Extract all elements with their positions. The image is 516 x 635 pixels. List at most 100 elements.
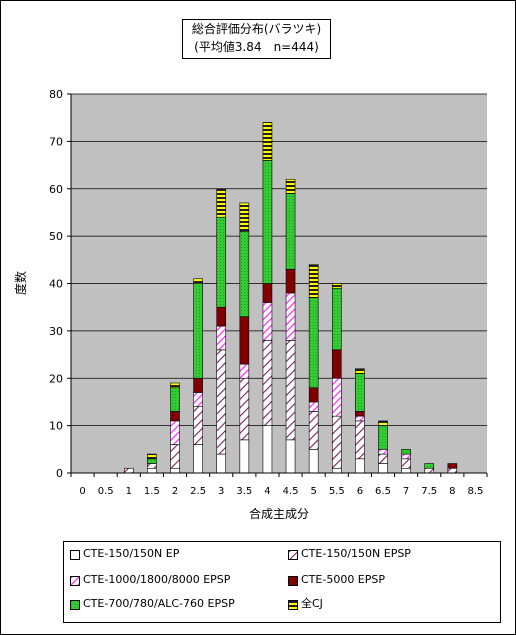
- bar-segment: [193, 377, 203, 393]
- bar-segment: [147, 458, 157, 464]
- bar-chart: 0 10 20 30 40 50 60 70 80 0 0.5 1 1.5 2 2.5 3 3.5 4 4.5 5 5.…: [13, 88, 488, 521]
- bar-segment: [239, 363, 250, 379]
- bar-segment: [331, 349, 342, 379]
- legend-swatch-pink: [70, 576, 80, 586]
- bar-segment: [239, 316, 250, 365]
- y-axis-label: 度数: [13, 271, 28, 295]
- axes: 0 10 20 30 40 50 60 70 80 0 0.5 1 1.5 2 2.5 3 3.5 4 4.5 5 5.…: [49, 88, 488, 497]
- bar-segment: [424, 467, 435, 474]
- bar-segment: [308, 449, 319, 474]
- y-tick-label: 10: [49, 420, 63, 433]
- bar-segment: [170, 444, 180, 469]
- bar-segment: [262, 122, 273, 161]
- bar-segment: [262, 340, 273, 426]
- legend: CTE-150/150N EP CTE-150/150N EPSP CTE-10…: [63, 541, 501, 623]
- bar-segment: [378, 453, 388, 464]
- bar-segment: [193, 278, 203, 284]
- legend-label: CTE-1000/1800/8000 EPSP: [83, 573, 231, 586]
- bar-segment: [216, 349, 227, 455]
- bar-segment: [216, 188, 227, 218]
- y-tick-label: 20: [49, 372, 63, 385]
- x-tick-label: 3.5: [236, 486, 252, 497]
- legend-label: CTE-150/150N EPSP: [301, 547, 411, 560]
- legend-swatch-hatch: [288, 550, 298, 560]
- x-axis-label: 合成主成分: [249, 506, 309, 521]
- bar-segment: [216, 216, 227, 308]
- bar-segment: [216, 453, 227, 474]
- bar-segment: [401, 453, 411, 460]
- bar-segment: [378, 420, 388, 426]
- bar-segment: [239, 377, 250, 441]
- x-tick-label: 3: [218, 486, 224, 497]
- y-tick-label: 0: [56, 467, 63, 480]
- x-tick-label: 7.5: [421, 486, 437, 497]
- y-tick-label: 60: [49, 183, 63, 196]
- y-tick-label: 50: [49, 230, 63, 243]
- gridlines: [71, 93, 487, 427]
- bar-segment: [239, 439, 250, 474]
- x-tick-label: 4.5: [283, 486, 299, 497]
- y-tick-label: 30: [49, 325, 63, 338]
- legend-swatch-darkred: [288, 576, 298, 586]
- x-tick-label: 2.5: [190, 486, 206, 497]
- x-tick-label: 0.5: [98, 486, 114, 497]
- bar-segment: [331, 287, 342, 351]
- bar-segment: [262, 425, 273, 474]
- bar-segment: [193, 283, 203, 379]
- bar-segment: [285, 268, 296, 294]
- x-tick-label: 0: [79, 486, 85, 497]
- bar-segment: [378, 449, 388, 455]
- bar-segment: [308, 401, 319, 412]
- bar-segment: [216, 306, 227, 327]
- y-tick-label: 80: [49, 88, 63, 101]
- x-tick-label: 1: [126, 486, 132, 497]
- bar-segment: [331, 467, 342, 474]
- legend-swatch-yellow: [288, 600, 298, 610]
- bar-segment: [193, 392, 203, 407]
- x-tick-label: 6.5: [375, 486, 391, 497]
- x-tick-label: 8.5: [467, 486, 483, 497]
- legend-swatch-green: [70, 600, 80, 610]
- bar-segment: [331, 377, 342, 417]
- bar-segment: [147, 467, 157, 474]
- bars: [123, 122, 458, 474]
- bar-segment: [331, 415, 342, 469]
- legend-label: CTE-5000 EPSP: [301, 573, 386, 586]
- x-tick-label: 5.5: [329, 486, 345, 497]
- bar-segment: [285, 193, 296, 270]
- bar-segment: [285, 340, 296, 441]
- legend-label: CTE-700/780/ALC-760 EPSP: [83, 597, 235, 610]
- y-tick-label: 70: [49, 135, 63, 148]
- bar-segment: [308, 264, 319, 299]
- x-tick-label: 8: [449, 486, 455, 497]
- bar-segment: [355, 420, 365, 460]
- bar-segment: [239, 202, 250, 232]
- bar-segment: [355, 415, 365, 422]
- bar-segment: [193, 406, 203, 445]
- bar-segment: [193, 444, 203, 474]
- bar-segment: [285, 178, 296, 194]
- bar-segment: [401, 458, 411, 469]
- bar-segment: [262, 302, 273, 341]
- bar-segment: [308, 387, 319, 403]
- bar-segment: [308, 297, 319, 389]
- bar-segment: [447, 467, 458, 474]
- bar-segment: [355, 373, 365, 412]
- bar-segment: [355, 411, 365, 417]
- bar-segment: [170, 420, 180, 445]
- bar-segment: [216, 325, 227, 351]
- x-tick-label: 5: [310, 486, 316, 497]
- legend-label: CTE-150/150N EP: [83, 547, 180, 560]
- x-tick-label: 1.5: [144, 486, 160, 497]
- bar-segment: [424, 463, 435, 469]
- legend-swatch-white: [70, 550, 80, 560]
- x-tick-label: 7: [403, 486, 409, 497]
- chart-title-line-1: 総合評価分布(バラツキ): [191, 22, 322, 36]
- bar-segment: [239, 231, 250, 317]
- bar-segment: [378, 463, 388, 474]
- bar-segment: [170, 382, 180, 389]
- bar-segment: [378, 425, 388, 450]
- chart-title: 総合評価分布(バラツキ) (平均値3.84 n=444): [182, 19, 331, 59]
- bar-segment: [262, 283, 273, 303]
